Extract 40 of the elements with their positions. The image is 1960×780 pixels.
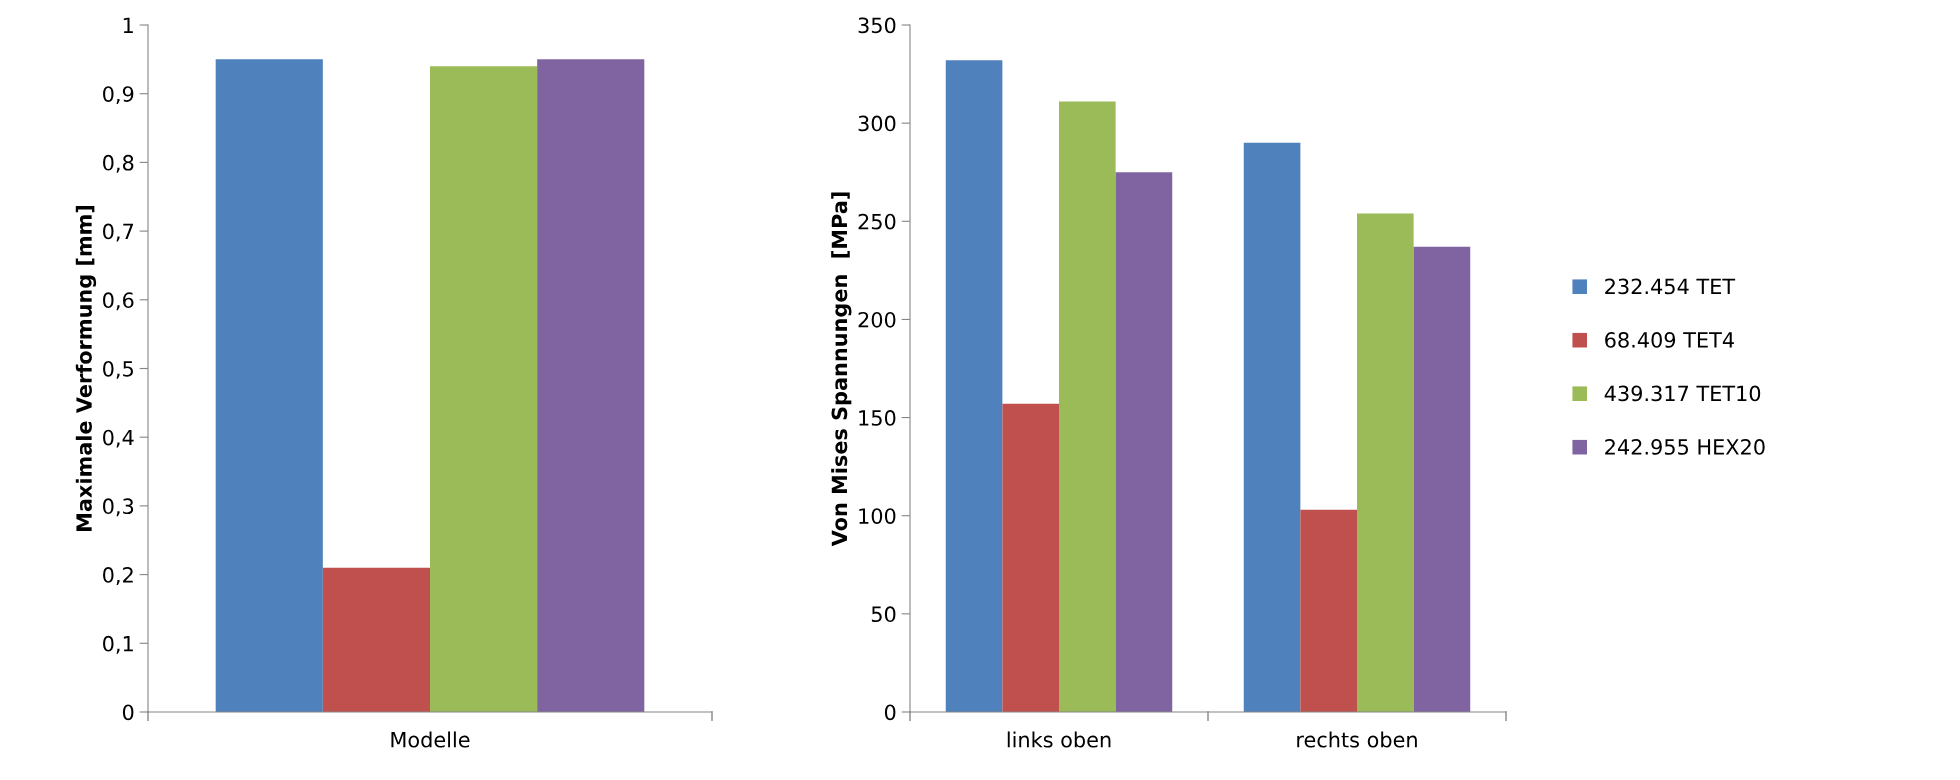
bar [1413, 246, 1471, 712]
y-tick-label: 250 [858, 213, 896, 230]
y-tick-label: 0,5 [103, 360, 133, 379]
y-tick-label: 200 [858, 311, 896, 328]
y-tick-label: 300 [858, 115, 896, 132]
y-tick-label: 0 [884, 704, 896, 721]
bar [537, 59, 645, 712]
y-axis-title: Von Mises Spannungen [MPa] [831, 192, 852, 547]
bar [1357, 213, 1414, 712]
bar [1243, 142, 1301, 712]
bar [1115, 172, 1173, 712]
y-tick-label: 0,9 [103, 86, 134, 105]
y-tick-label: 0,8 [103, 154, 134, 173]
y-tick-label: 100 [859, 508, 896, 524]
bar [215, 59, 323, 712]
y-tick-label: 0 [122, 704, 134, 721]
y-tick-label: 1 [123, 17, 133, 33]
y-tick-label: 0,7 [103, 223, 134, 242]
legend-label: 439.317 TET10 [1604, 385, 1761, 402]
x-tick-label: Modelle [391, 731, 470, 748]
bar [430, 66, 538, 712]
y-tick-label: 0,4 [103, 429, 134, 448]
y-tick-label: 0,2 [103, 567, 133, 585]
bar [945, 60, 1003, 712]
y-tick-label: 50 [871, 606, 896, 623]
y-tick-label: 0,1 [103, 635, 133, 654]
legend-label: 68.409 TET4 [1605, 332, 1734, 348]
bar [322, 567, 430, 712]
y-tick-label: 350 [858, 17, 896, 34]
legend-label: 242.955 HEX20 [1605, 439, 1765, 455]
bar [1002, 403, 1059, 712]
y-tick-label: 150 [859, 410, 896, 426]
x-tick-label: links oben [1007, 731, 1111, 748]
bar [1059, 101, 1116, 712]
y-tick-label: 0,6 [103, 292, 134, 311]
y-tick-label: 0,3 [103, 498, 134, 517]
legend-label: 232.454 TET [1605, 278, 1736, 295]
bar [1300, 509, 1357, 712]
y-axis-title: Maximale Verformung [mm] [75, 205, 97, 531]
x-tick-label: rechts oben [1297, 731, 1417, 748]
